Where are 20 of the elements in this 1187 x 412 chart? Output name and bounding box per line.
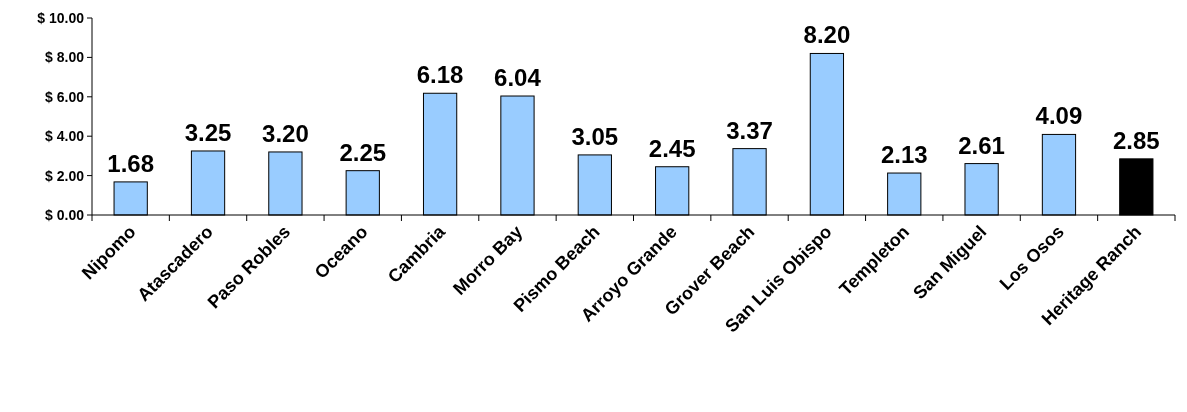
- data-label: 3.25: [184, 118, 232, 146]
- y-tick-label: $ 8.00: [45, 49, 85, 66]
- y-tick-label: $ 2.00: [45, 167, 85, 184]
- y-tick-label: $ 6.00: [45, 88, 85, 105]
- data-label: 3.37: [726, 116, 773, 144]
- data-label: 2.61: [958, 131, 1005, 159]
- y-tick-label: $ 10.00: [37, 9, 85, 26]
- data-label: 3.05: [571, 122, 619, 150]
- data-label: 6.18: [416, 61, 464, 89]
- data-label: 1.68: [107, 149, 155, 177]
- data-label: 2.25: [339, 138, 387, 166]
- data-label: 6.04: [494, 64, 542, 92]
- data-label: 4.09: [1035, 102, 1083, 130]
- data-label: 2.13: [880, 141, 928, 169]
- data-label: 8.20: [803, 21, 851, 49]
- y-tick-label: $ 4.00: [45, 128, 85, 145]
- data-label: 2.85: [1112, 126, 1160, 154]
- data-label: 2.45: [648, 134, 696, 162]
- y-tick-label: $ 0.00: [45, 206, 85, 223]
- data-label: 3.20: [262, 119, 309, 147]
